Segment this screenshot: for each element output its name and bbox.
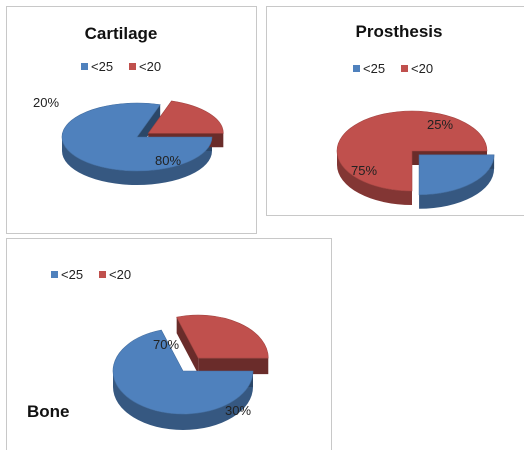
chart-svg-bone: Bone <25 <20 70% 30% (27, 267, 269, 430)
data-label-lt20: 20% (33, 95, 59, 110)
chart-title: Prosthesis (356, 22, 443, 41)
legend-label-lt25: <25 (363, 61, 385, 76)
pie-tops (61, 100, 224, 172)
chart-legend: <25 <20 (51, 267, 131, 282)
data-label-lt25: 70% (153, 337, 179, 352)
pie-slice-face-lt20 (198, 358, 269, 375)
chart-legend: <25 <20 (81, 59, 161, 74)
chart-title: Cartilage (85, 24, 158, 43)
pie-slice-side-lt25 (62, 137, 212, 185)
chart-panel-prosthesis: Prosthesis <25 <20 25% 75% (266, 6, 524, 216)
legend-swatch-lt25 (81, 63, 88, 70)
pie-slice-lt25 (418, 154, 495, 196)
pie-slice-side-lt20 (337, 151, 412, 205)
data-label-lt20: 75% (351, 163, 377, 178)
legend-label-lt20: <20 (139, 59, 161, 74)
pie-slice-lt20 (336, 110, 488, 192)
legend-swatch-lt25 (51, 271, 58, 278)
chart-panel-bone: Bone <25 <20 70% 30% (6, 238, 332, 450)
pie-slice-lt20 (176, 314, 269, 359)
chart-panel-cartilage: Cartilage <25 <20 80% 20% (6, 6, 257, 234)
legend-label-lt25: <25 (91, 59, 113, 74)
legend-label-lt20: <20 (411, 61, 433, 76)
pie-slice-side-lt25 (113, 371, 253, 430)
data-label-lt20: 30% (225, 403, 251, 418)
data-label-lt25: 25% (427, 117, 453, 132)
chart-svg-cartilage: Cartilage <25 <20 80% 20% (33, 24, 224, 185)
legend-swatch-lt20 (129, 63, 136, 70)
pie-slice-lt25 (61, 102, 213, 172)
pie-slice-side-lt25 (419, 154, 495, 209)
pie-tops (336, 110, 495, 196)
chart-legend: <25 <20 (353, 61, 433, 76)
legend-swatch-lt20 (401, 65, 408, 72)
legend-swatch-lt20 (99, 271, 106, 278)
legend-swatch-lt25 (353, 65, 360, 72)
pie-slice-lt25 (112, 329, 254, 415)
pie-slice-face-lt20 (176, 317, 199, 375)
chart-svg-prosthesis: Prosthesis <25 <20 25% 75% (336, 22, 495, 209)
pie-tops (112, 314, 269, 415)
chart-title: Bone (27, 402, 70, 421)
legend-label-lt25: <25 (61, 267, 83, 282)
data-label-lt25: 80% (155, 153, 181, 168)
pie-slice-lt20 (147, 100, 224, 134)
legend-label-lt20: <20 (109, 267, 131, 282)
